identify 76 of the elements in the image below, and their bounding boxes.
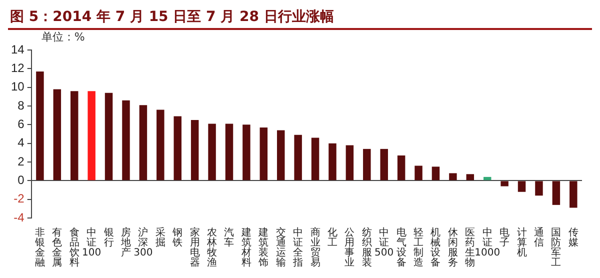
y-tick-label: 10	[10, 80, 25, 94]
x-tick-label: 轻工制造	[414, 226, 424, 269]
x-tick-label: 交通运输	[276, 226, 286, 269]
bar	[276, 130, 285, 180]
x-tick-label: 商业贸易	[310, 226, 320, 269]
x-tick-label: 中证1000	[474, 226, 500, 259]
bar	[311, 138, 320, 180]
bar	[397, 155, 406, 180]
x-tick-label: 计算机	[516, 226, 527, 259]
x-tick-label: 中证500	[374, 226, 394, 259]
bar	[225, 124, 234, 180]
chart-title: 图 5：2014 年 7 月 15 日至 7 月 28 日行业涨幅	[8, 8, 592, 30]
bar	[466, 174, 474, 180]
bar	[242, 124, 250, 180]
bar	[570, 181, 578, 208]
bar	[552, 181, 560, 205]
y-tick-label: 4	[18, 136, 25, 150]
bar	[294, 134, 302, 180]
bar	[36, 71, 44, 180]
y-tick-label: 8	[18, 98, 25, 112]
x-tick-label: 非银金融	[34, 226, 45, 269]
x-tick-label: 医药生物	[465, 228, 476, 269]
x-tick-label: 汽车	[224, 226, 234, 249]
bar	[174, 116, 182, 180]
bar	[328, 143, 336, 180]
bar	[535, 181, 543, 196]
x-tick-label: 银行	[102, 228, 114, 249]
x-tick-label: 食品饮料	[68, 226, 80, 269]
x-tick-label: 建筑材料	[240, 226, 252, 269]
bar	[500, 181, 508, 186]
x-tick-label: 公用事业	[344, 226, 355, 269]
x-tick-label: 家用电器	[190, 226, 200, 269]
bar	[208, 124, 216, 180]
bar	[122, 100, 130, 180]
y-tick-label: 2	[18, 154, 25, 168]
bar	[483, 176, 492, 180]
bar	[346, 145, 354, 180]
bar	[53, 89, 62, 180]
bar	[363, 148, 371, 180]
y-tick-label: 0	[18, 172, 25, 187]
x-tick-label: 电子	[500, 226, 510, 249]
y-tick-label: 12	[10, 60, 25, 75]
y-tick-label: -2	[14, 192, 25, 206]
x-tick-label: 纺织服装	[362, 226, 372, 269]
bar	[260, 127, 268, 180]
x-tick-label: 国防军工	[551, 228, 562, 269]
y-tick-label: -4	[14, 210, 25, 224]
bar	[449, 173, 457, 180]
x-tick-label: 传媒	[568, 228, 578, 249]
x-tick-label: 有色金属	[52, 226, 62, 269]
y-tick-label: 14	[10, 42, 25, 56]
bar	[518, 181, 526, 192]
bar	[414, 166, 422, 180]
x-tick-label: 中证全指	[292, 226, 304, 269]
x-tick-label: 机械设备	[430, 226, 441, 269]
x-tick-label: 沪深300	[134, 226, 153, 259]
x-tick-label: 休闲服务	[448, 228, 458, 269]
bar	[139, 105, 148, 180]
x-tick-label: 钢铁	[172, 228, 183, 249]
x-tick-label: 中证100	[82, 226, 102, 259]
x-tick-label: 房地产	[120, 226, 131, 259]
bar	[190, 120, 199, 180]
text: 单位：%	[41, 30, 85, 44]
x-tick-label: 化工	[327, 226, 338, 249]
x-tick-label: 采掘	[155, 226, 166, 249]
x-tick-label: 通信	[534, 226, 544, 249]
bar	[70, 91, 78, 180]
bar	[88, 91, 96, 180]
x-tick-label: 建筑装饰	[258, 226, 269, 269]
bar	[380, 148, 388, 180]
x-tick-label: 电气设备	[396, 226, 406, 269]
y-tick-label: 6	[18, 116, 25, 131]
x-tick-label: 农林牧渔	[206, 228, 218, 269]
bar	[432, 166, 440, 180]
bar	[104, 92, 113, 180]
bar	[156, 110, 164, 180]
